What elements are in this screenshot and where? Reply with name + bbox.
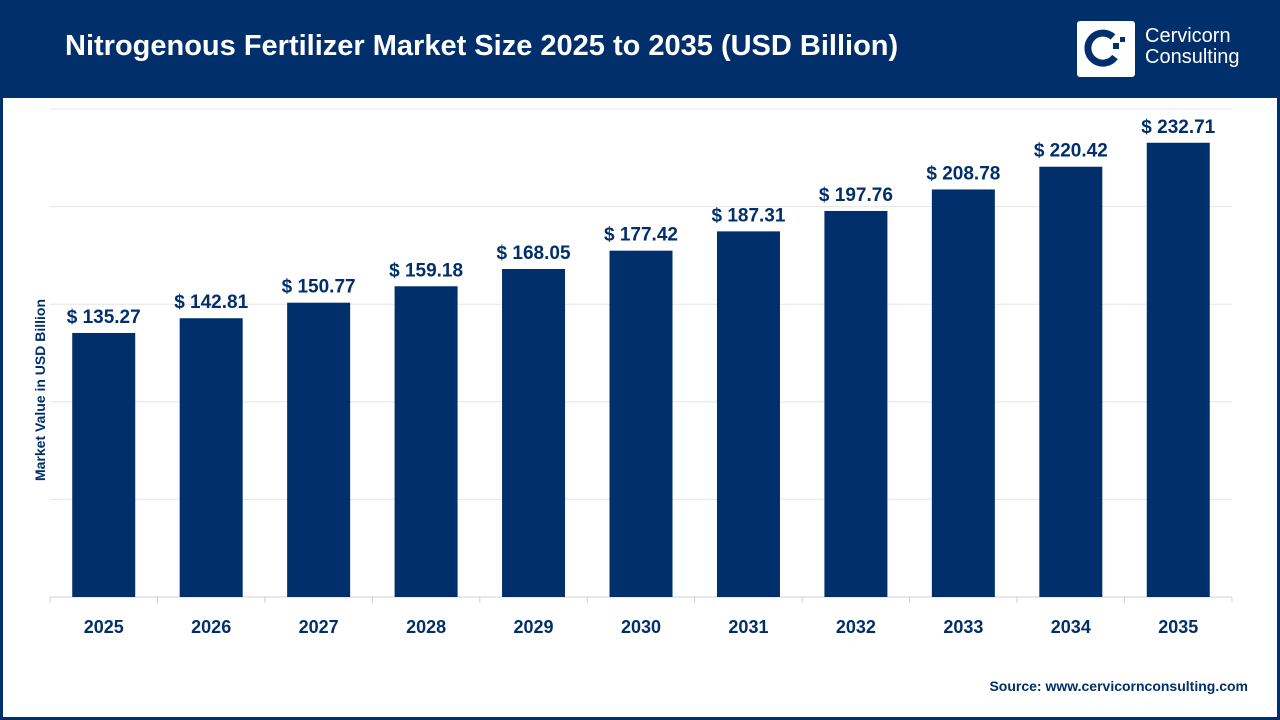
bar-2034 — [1039, 166, 1103, 597]
data-label-2027: $ 150.77 — [282, 277, 356, 298]
x-tick-label-2031: 2031 — [728, 617, 768, 637]
logo-line1: Cervicorn — [1145, 25, 1231, 47]
bar-2033 — [931, 189, 995, 598]
data-label-2031: $ 187.31 — [711, 205, 785, 226]
bar-2028 — [394, 286, 458, 597]
bar-2027 — [287, 302, 351, 597]
x-tick-label-2032: 2032 — [836, 617, 876, 637]
x-tick-label-2026: 2026 — [191, 617, 231, 637]
data-label-2028: $ 159.18 — [389, 260, 463, 281]
bar-2035 — [1146, 142, 1210, 598]
data-label-2030: $ 177.42 — [604, 225, 678, 246]
data-label-2026: $ 142.81 — [174, 292, 248, 313]
x-tick-label-2029: 2029 — [514, 617, 554, 637]
x-tick-label-2025: 2025 — [84, 617, 124, 637]
x-tick-label-2035: 2035 — [1158, 617, 1198, 637]
header-banner: Nitrogenous Fertilizer Market Size 2025 … — [0, 0, 1280, 98]
x-tick-label-2034: 2034 — [1051, 617, 1091, 637]
bar-2025 — [72, 332, 136, 597]
chart-title: Nitrogenous Fertilizer Market Size 2025 … — [65, 30, 899, 62]
bar-2030 — [609, 250, 673, 598]
x-tick-label-2030: 2030 — [621, 617, 661, 637]
x-tick-label-2027: 2027 — [299, 617, 339, 637]
x-tick-label-2033: 2033 — [943, 617, 983, 637]
data-label-2025: $ 135.27 — [67, 307, 141, 328]
logo-icon — [1077, 21, 1135, 77]
data-label-2033: $ 208.78 — [926, 163, 1000, 184]
logo-text: Cervicorn Consulting — [1145, 26, 1240, 68]
data-label-2032: $ 197.76 — [819, 185, 893, 206]
bar-2026 — [179, 318, 243, 597]
x-tick-label-2028: 2028 — [406, 617, 446, 637]
bar-2029 — [502, 268, 566, 597]
logo-line2: Consulting — [1145, 46, 1240, 68]
data-label-2034: $ 220.42 — [1034, 141, 1108, 162]
source-text: Source: www.cervicornconsulting.com — [989, 678, 1248, 694]
bar-2032 — [824, 210, 888, 597]
data-label-2035: $ 232.71 — [1141, 117, 1215, 138]
bar-2031 — [716, 231, 780, 597]
data-label-2029: $ 168.05 — [497, 243, 571, 264]
